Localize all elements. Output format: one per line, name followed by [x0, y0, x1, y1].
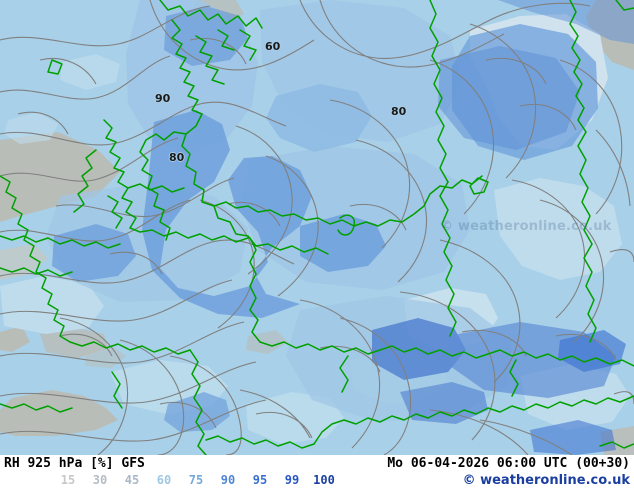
- legend-tick-45: 45: [124, 473, 140, 487]
- legend-tick-30: 30: [92, 473, 108, 487]
- country-borders: [0, 0, 634, 455]
- model-run-timestamp: Mo 06-04-2026 06:00 UTC (00+30): [387, 456, 630, 471]
- legend-tick-15: 15: [60, 473, 76, 487]
- contour-lines: [0, 0, 634, 455]
- legend-tick-60: 60: [156, 473, 172, 487]
- product-title: RH 925 hPa [%] GFS: [4, 456, 145, 471]
- legend-tick-90: 90: [220, 473, 236, 487]
- contour-label-60-a: 60: [265, 40, 281, 53]
- map-watermark: © weatheronline.co.uk: [440, 219, 612, 234]
- legend-tick-75: 75: [188, 473, 204, 487]
- legend-color-scale: 15 30 45 60 75 90 95 99 100: [52, 473, 340, 487]
- contour-label-80-b: 80: [169, 151, 185, 164]
- copyright-notice: © weatheronline.co.uk: [462, 473, 630, 488]
- weather-map[interactable]: 60 90 80 80 © weatheronline.co.uk: [0, 0, 634, 455]
- contour-label-90: 90: [155, 92, 171, 105]
- legend-tick-95: 95: [252, 473, 268, 487]
- legend-tick-99: 99: [284, 473, 300, 487]
- legend-tick-100: 100: [313, 473, 335, 487]
- map-canvas: [0, 0, 634, 455]
- contour-label-80-a: 80: [391, 105, 407, 118]
- footer-bar: RH 925 hPa [%] GFS Mo 06-04-2026 06:00 U…: [0, 455, 634, 490]
